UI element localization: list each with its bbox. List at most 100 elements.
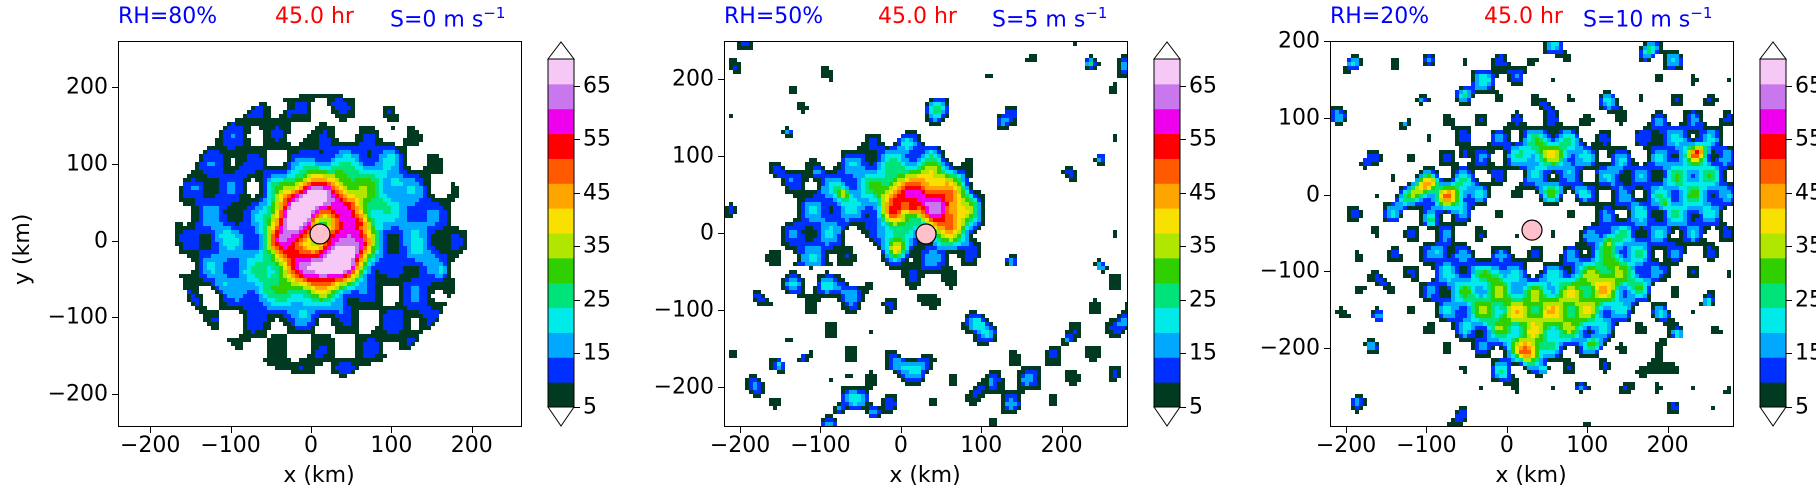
colorbar-segment [1760,108,1786,135]
colorbar-segment [1154,158,1180,184]
field-cells [725,42,1127,426]
colorbar-tick-label: 35 [1795,233,1816,259]
x-tick-label: −100 [1396,433,1457,458]
x-tick-label: 0 [303,433,318,458]
colorbar-segment [1760,257,1786,284]
colorbar-segment [1154,282,1180,309]
panel-2-field [725,42,1127,426]
colorbar-segment [1760,382,1786,408]
y-tick-label: 0 [1306,182,1320,208]
colorbar-tick-label: 65 [583,73,611,99]
colorbar-tick-mark [1180,246,1186,248]
colorbar-segment [548,332,574,358]
colorbar-tick-label: 25 [583,287,611,313]
x-tick-mark [900,427,902,433]
colorbar-tick-mark [574,407,580,408]
colorbar-tick-label: 45 [583,180,611,206]
colorbar-segment [1154,83,1180,110]
panel-1-field [175,94,467,378]
colorbar-segment [548,357,574,383]
x-tick-label: 100 [960,433,1003,458]
colorbar-segment [1154,208,1180,234]
x-tick-mark [1506,427,1508,433]
colorbar-tick-mark [1786,246,1792,248]
x-tick-mark [981,427,983,433]
panel-1-time-label: 45.0 hr [275,4,354,29]
colorbar-tick-label: 45 [1189,180,1217,206]
colorbar-tick-label: 25 [1189,287,1217,313]
x-tick-mark [1587,427,1589,433]
colorbar-svg [1153,41,1181,427]
colorbar-tick-label: 15 [583,340,611,366]
colorbar-segment [548,282,574,309]
colorbar-tick-mark [1786,299,1792,301]
panel-3-xlabel: x (km) [1495,463,1567,488]
colorbar-segment [1154,133,1180,159]
colorbar-segment [1154,233,1180,259]
x-tick-label: −200 [1315,433,1377,458]
x-tick-mark [1061,427,1063,433]
x-tick-label: 100 [1566,433,1609,458]
colorbar-segment [1154,183,1180,209]
colorbar-segment [1760,133,1786,159]
y-tick-label: 0 [700,220,714,246]
y-tick-mark [718,156,724,158]
y-tick-label: 200 [1278,28,1320,54]
colorbar-tick-mark [1180,299,1186,301]
colorbar-segment [1760,83,1786,110]
colorbar-segment [1154,257,1180,284]
colorbar-tick-label: 55 [1795,126,1816,152]
colorbar-tick-label: 5 [1189,394,1203,420]
x-tick-mark [1426,427,1428,433]
y-tick-label: 200 [66,74,108,100]
colorbar-extend-max [1153,41,1181,60]
x-tick-label: −100 [790,433,851,458]
colorbar-tick-label: 15 [1795,340,1816,366]
y-tick-label: 100 [672,143,714,169]
panel-1: RH=80% 45.0 hr S=0 m s−1 y (km) x (km) −… [0,0,611,498]
storm-center-marker [915,223,937,245]
y-tick-label: 200 [672,66,714,92]
y-tick-label: 100 [66,151,108,177]
x-tick-mark [820,427,822,433]
y-tick-mark [112,240,118,242]
colorbar-segment [1760,357,1786,383]
y-tick-mark [1324,271,1330,273]
y-tick-mark [112,317,118,319]
y-tick-label: −100 [1259,258,1320,284]
colorbar-tick-mark [574,85,580,87]
colorbar-tick-label: 65 [1795,73,1816,99]
y-tick-label: −200 [47,381,108,407]
colorbar-tick-label: 25 [1795,287,1816,313]
colorbar-segment [548,307,574,333]
panel-3-shear-label: S=10 m s−1 [1583,4,1713,33]
colorbar-segment [548,382,574,408]
y-tick-mark [112,394,118,396]
y-tick-mark [718,309,724,311]
y-tick-mark [1324,41,1330,42]
x-tick-label: 200 [450,433,493,458]
colorbar-tick-label: 55 [583,126,611,152]
x-tick-label: 200 [1040,433,1083,458]
panel-3-field [1331,42,1733,426]
colorbar-tick-mark [1786,407,1792,408]
panel-2-xlabel: x (km) [889,463,961,488]
colorbar-segment [548,108,574,135]
colorbar-tick-mark [574,246,580,248]
colorbar-svg [1759,41,1787,427]
colorbar-segment [1760,332,1786,358]
colorbar-segment [548,133,574,159]
colorbar-tick-label: 5 [1795,394,1809,420]
field-cells [1331,42,1733,426]
panel-3-time-label: 45.0 hr [1484,4,1563,29]
y-tick-mark [112,87,118,89]
colorbar-segment [1154,332,1180,358]
colorbar-segment [1760,183,1786,209]
y-tick-label: 100 [1278,105,1320,131]
colorbar-extend-max [547,41,575,60]
y-tick-mark [1324,348,1330,350]
colorbar-segment [548,59,574,85]
panel-3-rh-label: RH=20% [1330,4,1430,29]
colorbar-segment [548,257,574,284]
x-tick-label: −200 [119,433,181,458]
